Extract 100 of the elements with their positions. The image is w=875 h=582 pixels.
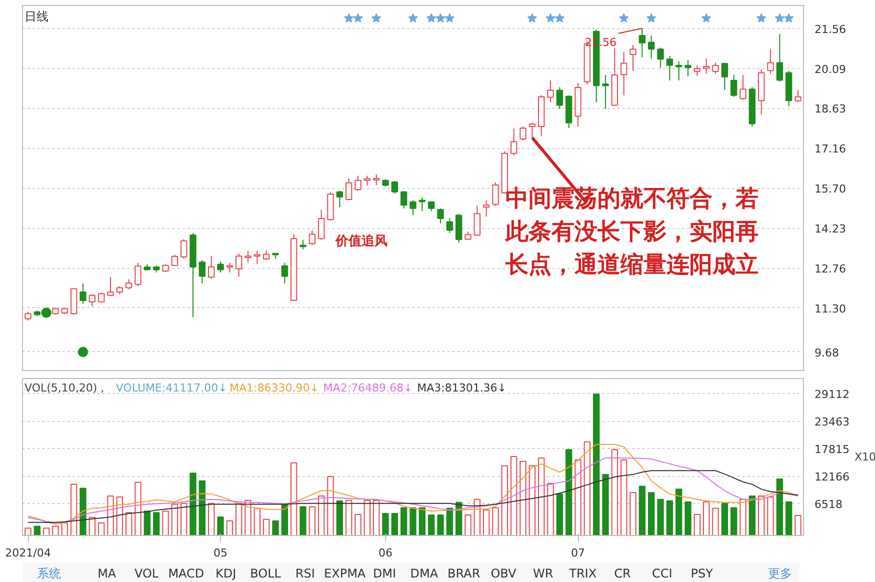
y-tick-label: 29112 — [814, 388, 850, 402]
chart-title: VOL(5,10,20) , — [24, 382, 104, 394]
y-tick-label: 23463 — [814, 416, 850, 429]
bar — [638, 486, 646, 536]
bar — [446, 508, 454, 536]
bar — [767, 496, 774, 536]
bar — [730, 507, 738, 536]
bar — [70, 484, 78, 536]
bar — [42, 528, 50, 536]
candlestick — [776, 34, 784, 82]
candlestick — [134, 262, 142, 287]
bar — [144, 510, 151, 536]
bar — [318, 496, 325, 536]
x-tick-label: 05 — [214, 546, 228, 560]
bar — [254, 508, 261, 536]
bar — [684, 501, 692, 536]
candlestick — [547, 80, 554, 103]
bar — [675, 488, 682, 536]
candlestick — [318, 209, 325, 240]
candlestick — [446, 217, 454, 234]
bar — [602, 474, 609, 536]
text: KDJ — [216, 566, 236, 580]
candlestick — [345, 178, 352, 201]
bar — [721, 502, 728, 536]
chart-title: 日线 — [24, 10, 48, 24]
text: MACD — [168, 566, 204, 580]
bar — [418, 507, 426, 536]
candlestick — [208, 256, 215, 280]
candlestick — [235, 252, 242, 278]
candlestick — [107, 276, 114, 296]
candlestick — [602, 74, 609, 110]
bar — [152, 512, 160, 536]
bar — [565, 449, 572, 536]
line-series — [28, 457, 798, 524]
bar — [464, 514, 472, 536]
text: CR — [614, 566, 631, 580]
y-tick-label: 14.23 — [814, 222, 846, 236]
bar — [785, 501, 792, 536]
y-tick-label: 18.63 — [814, 102, 846, 116]
candlestick — [510, 128, 518, 156]
x-tick-label: 07 — [571, 546, 585, 560]
candlestick — [171, 254, 178, 266]
candlestick — [244, 250, 252, 263]
candlestick — [364, 175, 371, 186]
bar — [190, 472, 196, 536]
bar — [482, 510, 490, 536]
y-tick-label: 21.56 — [814, 22, 846, 36]
candlestick — [712, 62, 719, 74]
annotation: 价值追风 — [334, 234, 388, 250]
candlestick — [88, 294, 96, 307]
y-tick-label: 12.76 — [814, 262, 846, 276]
candlestick — [648, 34, 655, 60]
candlestick — [630, 44, 636, 72]
point — [546, 13, 556, 23]
candlestick — [702, 58, 710, 74]
text: DMA — [410, 566, 439, 580]
bar — [410, 507, 416, 536]
bar — [574, 459, 582, 536]
bar — [272, 520, 279, 536]
text: 更多 — [768, 566, 792, 580]
y-tick-label: 9.68 — [814, 346, 839, 360]
bar — [758, 496, 765, 536]
bar — [308, 506, 316, 536]
bar — [262, 518, 270, 536]
candlestick — [620, 51, 628, 96]
point — [353, 13, 363, 23]
candlestick — [638, 28, 646, 58]
bar — [336, 500, 344, 536]
bar — [510, 456, 518, 536]
text: MA — [98, 566, 117, 580]
bar — [125, 512, 132, 536]
candlestick — [794, 89, 802, 103]
bar — [620, 459, 628, 536]
bar — [794, 515, 802, 536]
candlestick — [684, 59, 692, 77]
bar — [776, 478, 784, 536]
candlestick — [520, 126, 526, 141]
point — [344, 13, 354, 23]
text: RSI — [295, 566, 315, 580]
point — [426, 13, 436, 23]
text: MA1:86330.90↓ — [230, 382, 319, 394]
bar — [492, 507, 499, 536]
bar — [107, 496, 114, 536]
candlestick — [410, 200, 416, 216]
bar — [648, 492, 655, 536]
point — [756, 13, 766, 23]
x-tick-label: 2021/04 — [5, 546, 51, 560]
text: 系统 — [37, 566, 62, 580]
bar — [538, 457, 545, 536]
text: BOLL — [250, 566, 282, 580]
bar — [226, 520, 234, 536]
candlestick — [721, 62, 728, 90]
bar — [666, 500, 674, 536]
y-tick-label: 12166 — [814, 470, 850, 484]
bar — [428, 514, 435, 536]
bar — [217, 516, 224, 536]
bar — [134, 482, 142, 536]
bar — [24, 528, 32, 536]
candlestick — [556, 86, 564, 110]
point — [701, 13, 712, 23]
